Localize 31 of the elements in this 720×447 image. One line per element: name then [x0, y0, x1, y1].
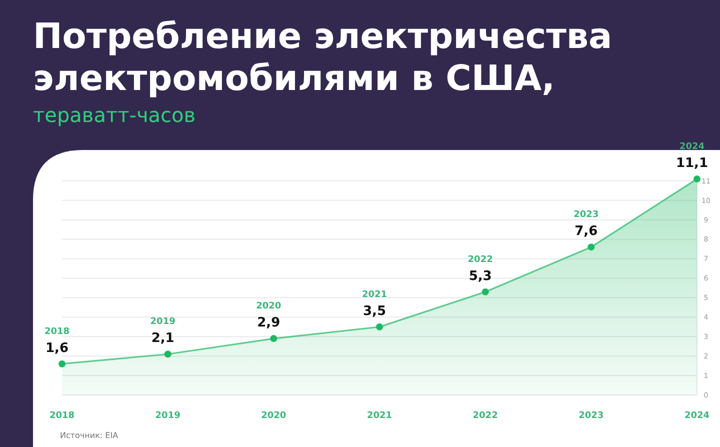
- point: [482, 288, 489, 296]
- category-label: 2021: [362, 290, 388, 300]
- text: 3,5: [362, 304, 386, 319]
- x-tick-label: 2022: [472, 411, 498, 421]
- text: 11,1: [676, 156, 708, 171]
- chart-title: Потребление электричества электромобилями в США,: [33, 17, 612, 99]
- point: [588, 244, 595, 251]
- x-tick-label: 2023: [578, 411, 604, 421]
- text: 2,1: [151, 331, 174, 346]
- category-label: 2018: [44, 326, 70, 337]
- text: 2,9: [257, 316, 280, 331]
- text: 5,3: [468, 268, 492, 284]
- point: [376, 323, 383, 330]
- x-tick-label: 2021: [366, 411, 392, 421]
- category-label: 2024: [679, 142, 705, 152]
- x-tick-label: 2019: [155, 411, 180, 421]
- point: [694, 175, 700, 182]
- x-tick-label: 2024: [684, 411, 710, 421]
- category-label: 2023: [574, 210, 599, 220]
- chart-subtitle: тераватт-часов: [33, 103, 196, 127]
- category-label: 2020: [256, 302, 282, 312]
- category-label: 2019: [150, 317, 176, 328]
- category-label: 2022: [468, 254, 493, 265]
- point: [270, 335, 278, 342]
- text: 7,6: [574, 224, 598, 240]
- x-tick-label: 2018: [49, 411, 75, 421]
- point: [164, 350, 172, 358]
- text: Источник: EIA: [60, 431, 119, 440]
- point: [58, 360, 66, 368]
- x-tick-label: 2020: [261, 411, 286, 421]
- text: 1,6: [45, 340, 69, 356]
